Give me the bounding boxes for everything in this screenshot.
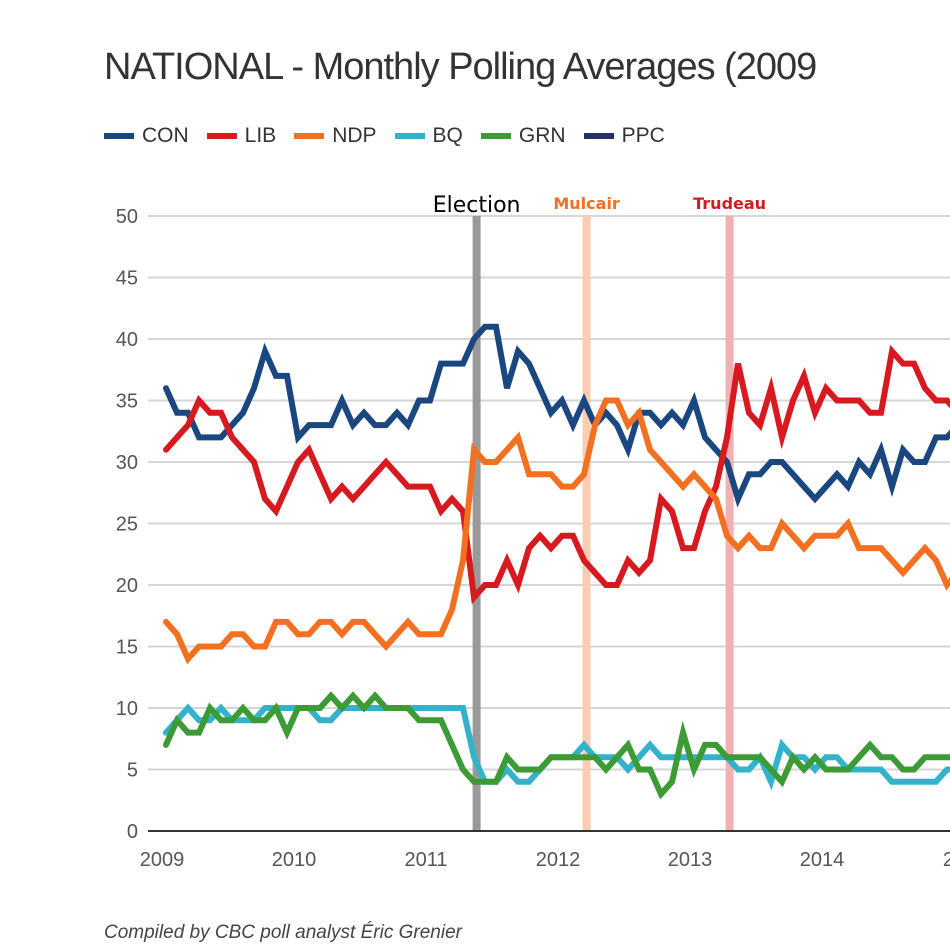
y-tick-label: 5: [127, 760, 138, 782]
x-tick-label: 2014: [800, 849, 845, 871]
y-tick-label: 15: [116, 637, 138, 659]
legend-label: LIB: [244, 124, 277, 147]
series-line-grn: [163, 691, 950, 800]
x-tick-label: 2012: [536, 849, 581, 871]
legend-swatch: [294, 133, 325, 139]
y-tick-label: 35: [116, 391, 138, 413]
legend-label: BQ: [432, 124, 463, 147]
legend: CON LIB NDP BQ GRN PPC: [104, 124, 665, 148]
event-label: Election: [433, 193, 521, 218]
chart-title: NATIONAL - Monthly Polling Averages (200…: [104, 46, 817, 88]
event-label: Mulcair: [553, 194, 620, 213]
y-tick-label: 50: [116, 206, 138, 228]
x-tick-label: 20: [943, 849, 950, 871]
legend-swatch: [480, 133, 511, 139]
legend-item-grn[interactable]: GRN: [480, 124, 566, 148]
legend-item-ndp[interactable]: NDP: [294, 124, 377, 148]
legend-label: NDP: [332, 124, 377, 147]
legend-item-con[interactable]: CON: [104, 124, 189, 148]
series-line-con: [163, 323, 950, 508]
x-tick-label: 2010: [272, 849, 317, 871]
series-line-ndp: [163, 397, 950, 665]
legend-swatch: [583, 133, 614, 139]
x-tick-label: 2013: [668, 849, 713, 871]
legend-swatch: [206, 133, 237, 139]
y-tick-label: 20: [116, 575, 138, 597]
y-tick-label: 45: [116, 268, 138, 290]
legend-swatch: [104, 133, 134, 139]
legend-item-bq[interactable]: BQ: [394, 124, 463, 148]
legend-label: GRN: [518, 124, 566, 147]
y-tick-label: 30: [116, 452, 138, 474]
legend-item-lib[interactable]: LIB: [206, 124, 277, 148]
series-line-lib: [163, 344, 950, 605]
event-label: Trudeau: [693, 194, 766, 213]
legend-swatch: [394, 133, 425, 139]
legend-label: PPC: [621, 124, 665, 147]
source-credit: Compiled by CBC poll analyst Éric Grenie…: [104, 922, 462, 943]
y-tick-label: 10: [116, 698, 138, 720]
x-tick-label: 2011: [404, 849, 447, 871]
legend-label: CON: [142, 124, 189, 147]
legend-item-ppc[interactable]: PPC: [583, 124, 665, 148]
y-tick-label: 40: [116, 329, 138, 351]
x-tick-label: 2009: [140, 849, 185, 871]
y-tick-label: 25: [116, 514, 138, 536]
y-tick-label: 0: [127, 821, 138, 843]
